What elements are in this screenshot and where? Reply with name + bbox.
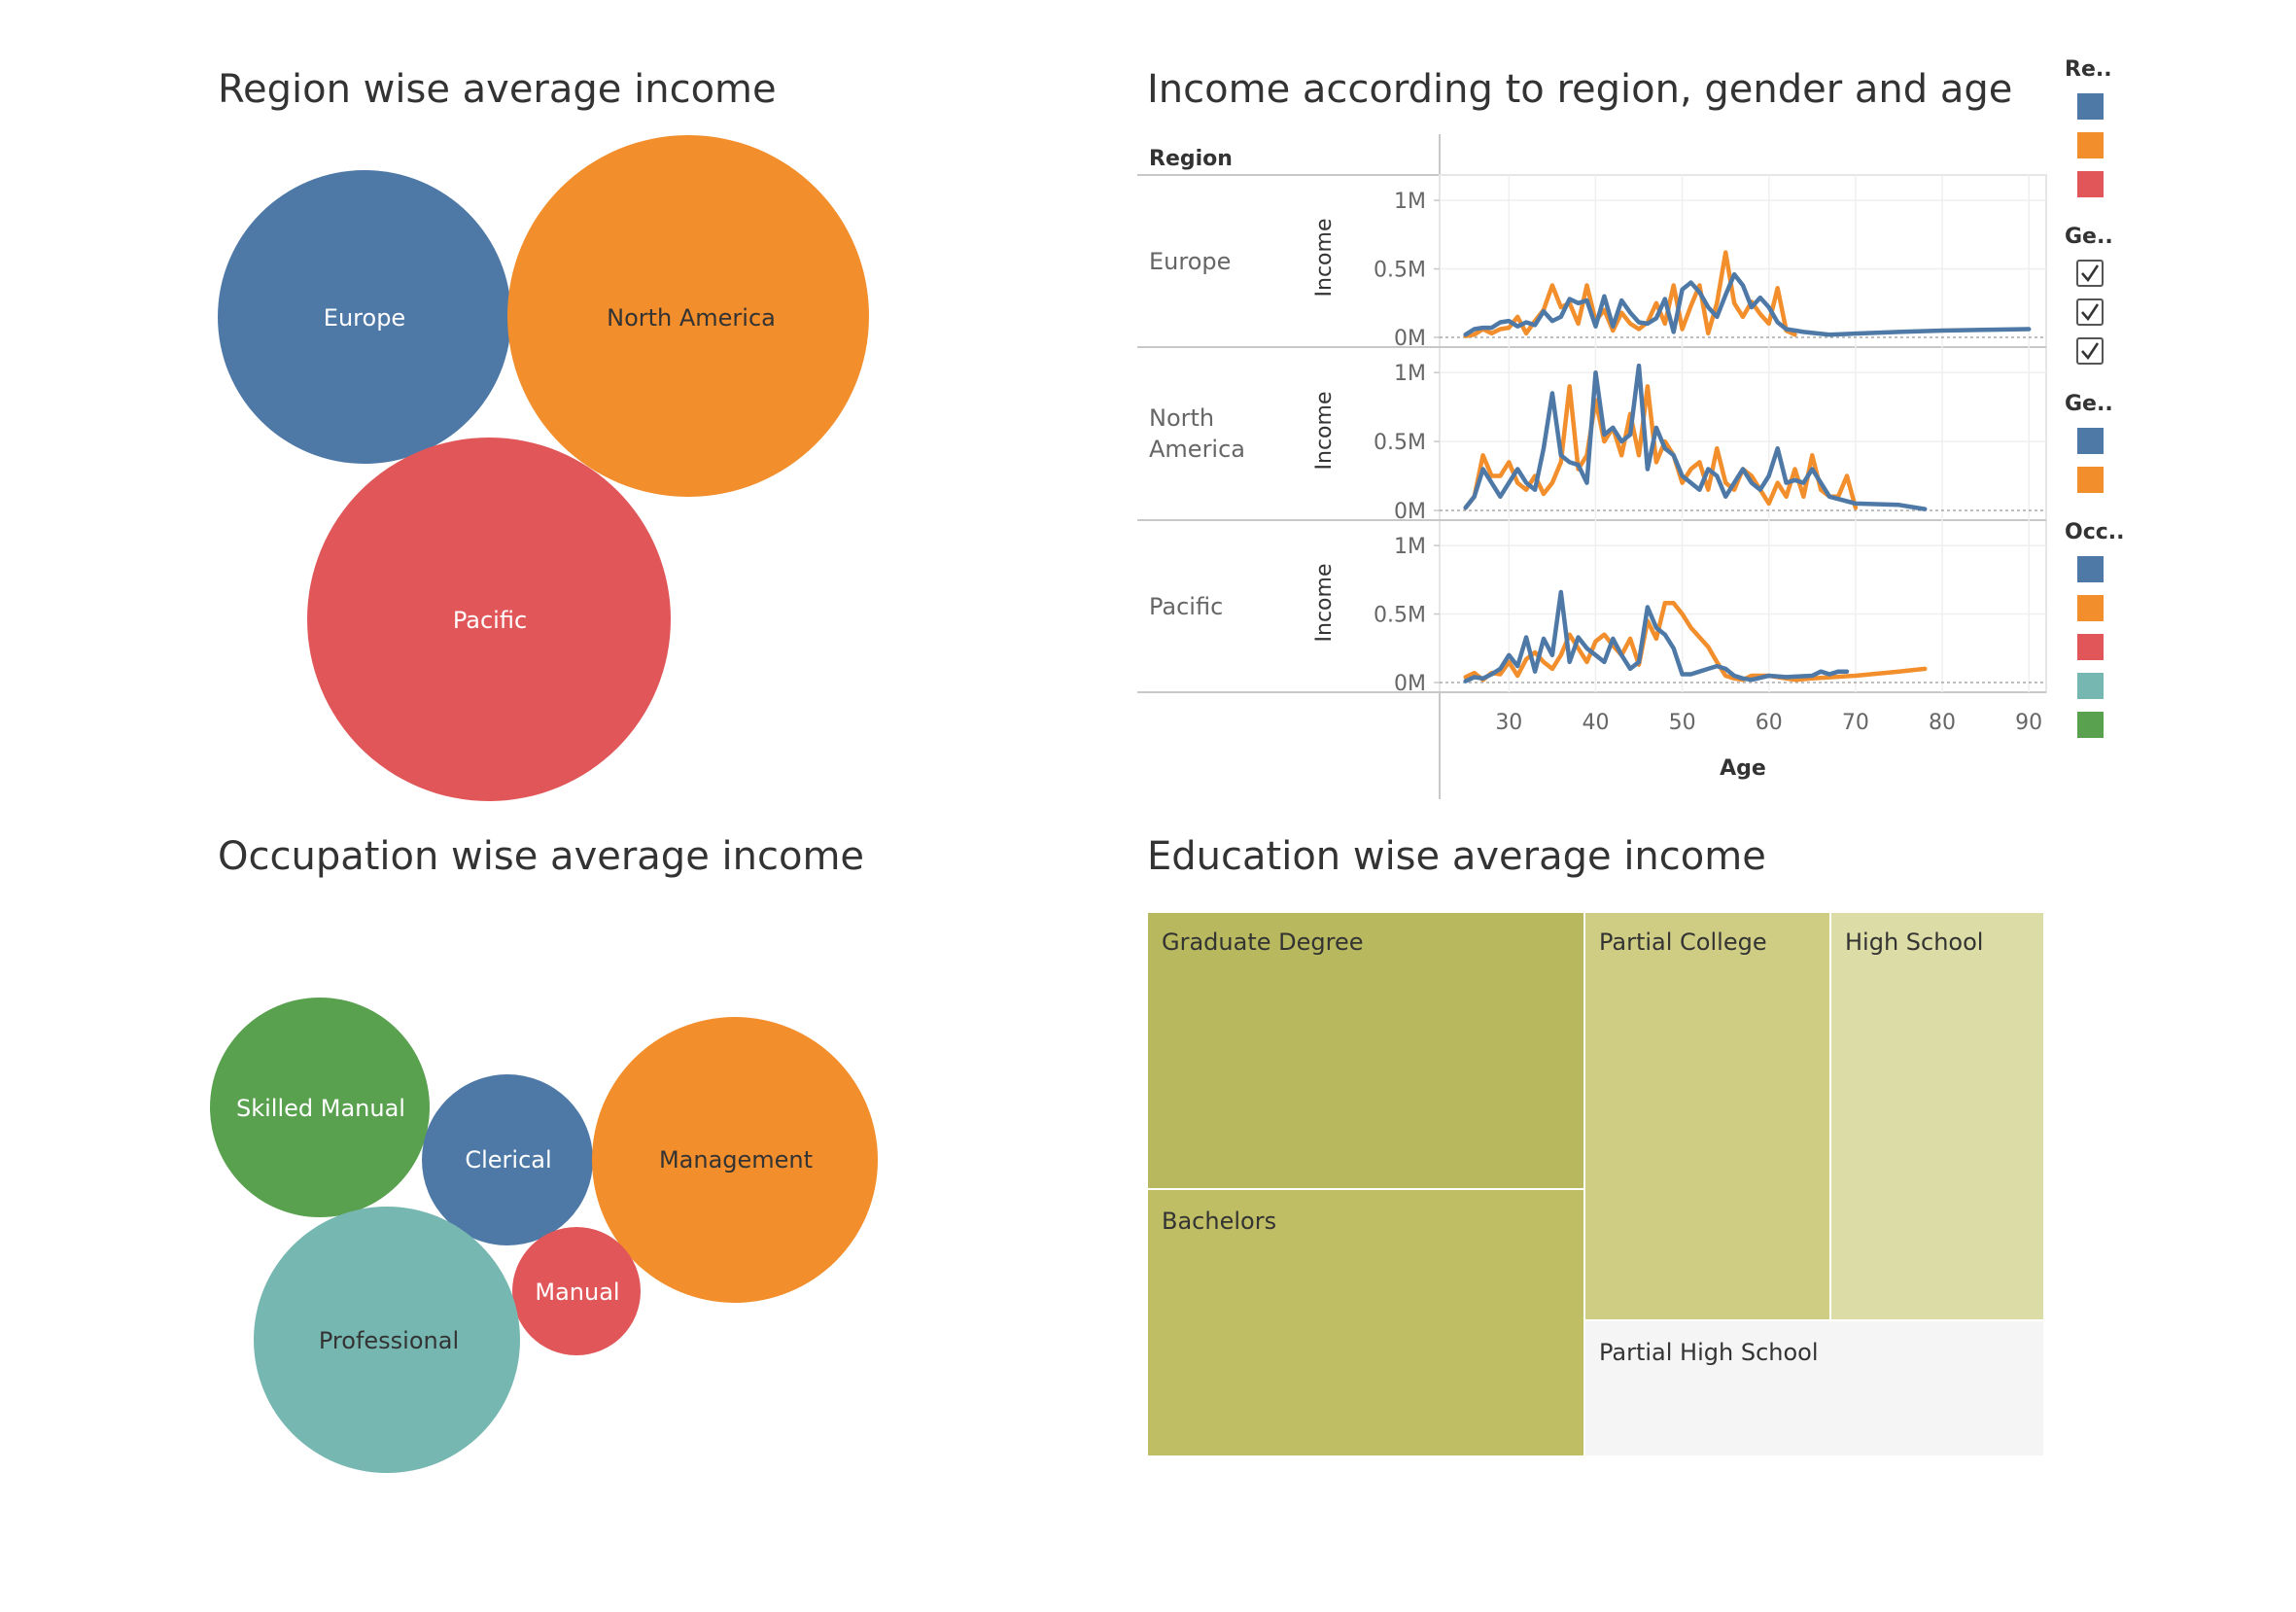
check-icon [2081, 264, 2100, 283]
bubble-europe[interactable] [218, 170, 511, 464]
x-tick-label: 60 [1756, 711, 1783, 735]
panel-pacific: 0M 0.5M 1M [1374, 535, 2046, 696]
bubble-label-management: Management [659, 1146, 813, 1174]
education-treemap: Education wise average income Graduate D… [1146, 834, 2045, 1457]
check-icon [2081, 303, 2100, 322]
legend-swatch[interactable] [2077, 673, 2104, 699]
treemap-label-bachelors: Bachelors [1162, 1208, 1276, 1235]
panel-north-america: 0M 0.5M 1M [1374, 362, 2046, 524]
y-tick-label: 0.5M [1374, 431, 1426, 455]
treemap-cell-partial-college[interactable] [1583, 911, 1831, 1321]
treemap-cell-graduate-degree[interactable] [1146, 911, 1585, 1190]
x-tick-label: 80 [1929, 711, 1956, 735]
treemap-label-partial-college: Partial College [1599, 929, 1767, 956]
row-label-pacific: Pacific [1149, 593, 1223, 620]
row-label-north-america-line1: North [1149, 404, 1214, 432]
x-axis-ticks: 30 40 50 60 70 80 90 [1495, 711, 2042, 735]
bubble-label-clerical: Clerical [465, 1146, 551, 1174]
legend-checkbox[interactable] [2076, 298, 2104, 326]
legend-swatch[interactable] [2077, 634, 2104, 660]
line-series-b[interactable] [1463, 363, 1928, 511]
bubble-pacific[interactable] [307, 438, 671, 801]
treemap-label-graduate-degree: Graduate Degree [1162, 929, 1363, 956]
bubble-label-professional: Professional [319, 1327, 459, 1354]
legend-swatch[interactable] [2077, 93, 2104, 120]
x-tick-label: 90 [2015, 711, 2042, 735]
legend-checkbox[interactable] [2076, 337, 2104, 365]
bubble-skilled-manual[interactable] [210, 998, 430, 1217]
check-icon [2081, 342, 2100, 361]
legend-swatch[interactable] [2077, 132, 2104, 158]
y-tick-label: 1M [1394, 535, 1426, 559]
x-gridlines [1508, 175, 2030, 692]
bubble-management[interactable] [592, 1017, 878, 1303]
treemap-label-high-school: High School [1845, 929, 1983, 956]
line-series-b[interactable] [1463, 271, 2032, 337]
legend-title: Ge.. [2065, 392, 2113, 416]
y-axis-title-pacific: Income [1312, 564, 1337, 643]
y-axis-title-north-america: Income [1312, 392, 1337, 471]
treemap-cell-high-school[interactable] [1829, 911, 2045, 1321]
row-label-europe: Europe [1149, 248, 1231, 275]
legend-swatch[interactable] [2077, 556, 2104, 582]
row-header-region: Region [1149, 147, 1233, 171]
legend-checkbox[interactable] [2076, 260, 2104, 287]
bubble-label-manual: Manual [535, 1279, 619, 1306]
y-axis-title-europe: Income [1312, 219, 1337, 298]
income-line-chart: Income according to region, gender and a… [1137, 67, 2047, 799]
bubble-label-europe: Europe [324, 304, 405, 332]
bubble-label-north-america: North America [607, 304, 776, 332]
x-tick-label: 30 [1495, 711, 1522, 735]
legend-swatch[interactable] [2077, 171, 2104, 197]
bubble-manual[interactable] [512, 1227, 641, 1355]
y-tick-label: 1M [1394, 362, 1426, 386]
legend-swatch[interactable] [2077, 595, 2104, 621]
legend-swatch[interactable] [2077, 428, 2104, 454]
y-tick-label: 0M [1394, 500, 1426, 524]
bubble-north-america[interactable] [507, 135, 869, 497]
region-chart-title: Region wise average income [218, 67, 777, 112]
y-tick-label: 0.5M [1374, 259, 1426, 283]
line-chart-title: Income according to region, gender and a… [1147, 67, 2012, 112]
legend-swatch[interactable] [2077, 712, 2104, 738]
occupation-chart-title: Occupation wise average income [218, 834, 864, 879]
legend-panel: Re.. Ge.. Ge.. Occ.. [2065, 57, 2125, 738]
treemap-cell-bachelors[interactable] [1146, 1188, 1585, 1457]
x-axis-title: Age [1720, 756, 1766, 781]
occupation-bubble-chart: Occupation wise average income Skilled M… [210, 834, 878, 1473]
y-tick-label: 0M [1394, 672, 1426, 696]
line-series-b[interactable] [1463, 589, 1850, 683]
treemap-label-partial-high-school: Partial High School [1599, 1339, 1819, 1366]
y-tick-label: 1M [1394, 190, 1426, 214]
row-label-north-america-line2: America [1149, 436, 1245, 463]
panel-europe: 0M 0.5M 1M [1374, 190, 2046, 351]
legend-title: Ge.. [2065, 225, 2113, 249]
x-tick-label: 40 [1582, 711, 1609, 735]
row-label-north-america: North America [1149, 404, 1245, 463]
bubble-professional[interactable] [254, 1207, 520, 1473]
legend-swatch[interactable] [2077, 467, 2104, 493]
y-tick-label: 0.5M [1374, 604, 1426, 628]
x-tick-label: 70 [1842, 711, 1869, 735]
legend-title: Occ.. [2065, 520, 2125, 544]
y-tick-label: 0M [1394, 327, 1426, 351]
treemap-cell-partial-high-school[interactable] [1583, 1319, 2045, 1457]
education-chart-title: Education wise average income [1147, 834, 1766, 879]
line-series-a[interactable] [1463, 384, 1859, 510]
line-series-a[interactable] [1463, 250, 1797, 338]
bubble-label-skilled-manual: Skilled Manual [236, 1095, 405, 1122]
legend-title: Re.. [2065, 57, 2112, 82]
bubble-clerical[interactable] [422, 1074, 593, 1245]
bubble-label-pacific: Pacific [453, 607, 527, 634]
x-tick-label: 50 [1669, 711, 1696, 735]
region-bubble-chart: Region wise average income Europe North … [218, 67, 869, 801]
